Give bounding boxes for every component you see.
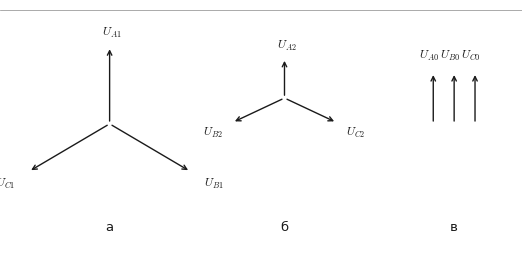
Text: $U_{B2}$: $U_{B2}$ <box>203 126 223 140</box>
Text: $U_{C2}$: $U_{C2}$ <box>346 126 365 140</box>
Text: б: б <box>280 221 289 233</box>
Text: $U_{A2}$: $U_{A2}$ <box>277 39 297 53</box>
Text: а: а <box>105 221 114 233</box>
Text: в: в <box>450 221 458 233</box>
Text: $U_{A1}$: $U_{A1}$ <box>102 26 122 40</box>
Text: $U_{C0}$: $U_{C0}$ <box>461 49 481 63</box>
Text: $U_{B0}$: $U_{B0}$ <box>440 49 460 63</box>
Text: $U_{B1}$: $U_{B1}$ <box>204 177 223 191</box>
Text: $U_{A0}$: $U_{A0}$ <box>419 49 439 63</box>
Text: $U_{C1}$: $U_{C1}$ <box>0 177 16 191</box>
